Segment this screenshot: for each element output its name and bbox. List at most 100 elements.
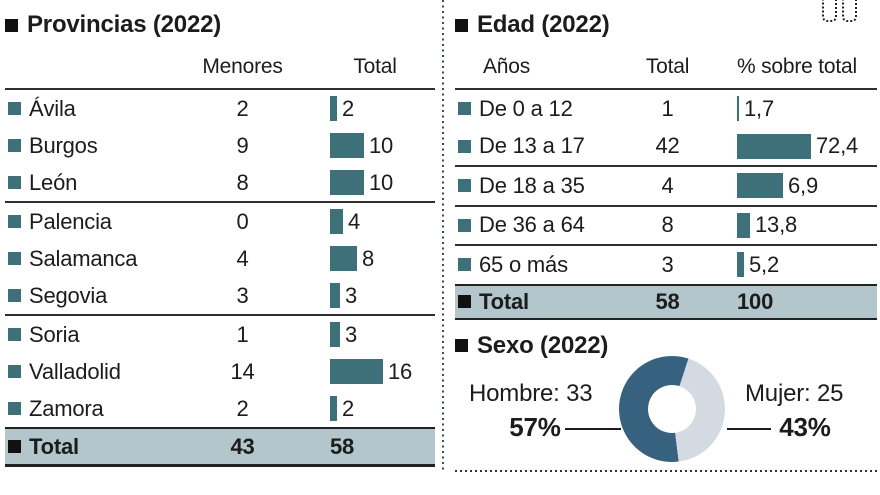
age-range: De 36 a 64 xyxy=(479,212,585,238)
title-square-icon xyxy=(455,18,468,32)
bullet-square-icon xyxy=(458,258,471,272)
province-name: Zamora xyxy=(29,395,104,421)
total-bar xyxy=(330,133,364,158)
province-name: Ávila xyxy=(29,95,76,121)
sex-title-text: Sexo (2022) xyxy=(477,331,609,359)
provinces-table-header: Menores Total xyxy=(5,44,435,90)
table-row-leon: León 8 10 xyxy=(5,164,435,203)
menores-value: 9 xyxy=(236,132,249,158)
pct-value: 13,8 xyxy=(755,212,798,238)
menores-value: 0 xyxy=(236,208,249,234)
table-row-zamora: Zamora 2 2 xyxy=(5,390,435,427)
table-row-age-13-17: De 13 a 17 42 72,4 xyxy=(455,128,877,167)
total-bar xyxy=(330,96,337,121)
total-value: 8 xyxy=(362,245,375,271)
pct-bar xyxy=(737,133,811,159)
age-table-header: Años Total % sobre total xyxy=(455,44,877,90)
total-square-icon xyxy=(8,440,21,453)
table-row-age-0-12: De 0 a 12 1 1,7 xyxy=(455,90,877,128)
province-name: Burgos xyxy=(29,132,98,158)
pct-bar xyxy=(737,96,739,122)
table-row-palencia: Palencia 0 4 xyxy=(5,203,435,240)
bullet-square-icon xyxy=(458,102,471,116)
bottom-dotted-line xyxy=(455,470,877,472)
provinces-title-text: Provincias (2022) xyxy=(27,11,222,38)
col-header-anos: Años xyxy=(483,55,531,78)
total-bar xyxy=(330,209,343,234)
female-percentage: 43% xyxy=(779,411,831,442)
table-row-valladolid: Valladolid 14 16 xyxy=(5,353,435,390)
sex-section: Sexo (2022) Hombre: 33 57% Mujer: 25 43% xyxy=(455,326,877,476)
bullet-square-icon xyxy=(8,176,21,189)
bullet-square-icon xyxy=(8,139,21,152)
total-bar xyxy=(330,246,357,271)
male-percentage: 57% xyxy=(509,411,561,442)
pct-value: 5,2 xyxy=(749,251,779,277)
total-bar xyxy=(330,170,364,195)
age-range: De 18 a 35 xyxy=(479,172,585,198)
total-value: 10 xyxy=(369,132,394,158)
age-total-row: Total 58 100 xyxy=(455,283,877,320)
bullet-square-icon xyxy=(8,252,21,265)
total-value: 3 xyxy=(345,282,358,308)
bullet-square-icon xyxy=(8,328,21,341)
total-value: 2 xyxy=(342,395,355,421)
total-value: 16 xyxy=(388,358,413,384)
age-range: De 13 a 17 xyxy=(479,133,585,159)
table-row-salamanca: Salamanca 4 8 xyxy=(5,240,435,277)
province-name: Palencia xyxy=(29,208,112,234)
age-pct-total: 100 xyxy=(737,288,774,314)
title-square-icon xyxy=(455,339,468,352)
table-row-age-65-plus: 65 o más 3 5,2 xyxy=(455,246,877,284)
menores-value: 4 xyxy=(236,245,249,271)
sex-donut-chart xyxy=(619,355,725,462)
table-row-burgos: Burgos 9 10 xyxy=(5,127,435,164)
col-header-pct: % sobre total xyxy=(737,55,857,78)
age-total-value: 3 xyxy=(661,251,674,277)
age-total-value: 42 xyxy=(655,133,680,159)
total-value: 4 xyxy=(348,208,361,234)
col-header-total: Total xyxy=(353,55,397,78)
bullet-square-icon xyxy=(458,139,471,153)
female-label: Mujer: 25 xyxy=(745,379,844,407)
col-header-total: Total xyxy=(645,55,690,78)
province-name: Valladolid xyxy=(29,358,121,384)
table-row-age-36-64: De 36 a 64 8 13,8 xyxy=(455,207,877,246)
total-value: 2 xyxy=(342,95,355,121)
province-name: Salamanca xyxy=(29,245,138,271)
age-title-text: Edad (2022) xyxy=(477,11,610,38)
total-menores-value: 43 xyxy=(230,433,255,459)
table-row-segovia: Segovia 3 3 xyxy=(5,277,435,316)
total-value: 3 xyxy=(345,321,358,347)
age-total-value: 8 xyxy=(661,212,674,238)
age-total-value: 1 xyxy=(661,95,674,121)
col-header-menores: Menores xyxy=(202,55,283,78)
sex-title: Sexo (2022) xyxy=(455,326,877,362)
province-name: León xyxy=(29,169,78,195)
total-bar xyxy=(330,322,340,347)
province-name: Soria xyxy=(29,321,80,347)
donut-hole xyxy=(648,384,696,433)
panel-divider-dotted-line xyxy=(442,0,444,472)
pct-bar xyxy=(737,212,750,238)
menores-value: 1 xyxy=(236,321,249,347)
age-title: Edad (2022) xyxy=(455,0,877,44)
provinces-panel: Provincias (2022) Menores Total Ávila 2 … xyxy=(5,0,435,467)
provinces-title: Provincias (2022) xyxy=(5,0,435,44)
total-value: 10 xyxy=(369,169,394,195)
pct-bar xyxy=(737,252,744,278)
bullet-square-icon xyxy=(458,218,471,232)
bullet-square-icon xyxy=(8,102,21,115)
total-bar xyxy=(330,396,337,421)
pct-value: 72,4 xyxy=(816,133,859,159)
menores-value: 2 xyxy=(236,95,249,121)
total-label: Total xyxy=(479,288,529,314)
bullet-square-icon xyxy=(8,365,21,378)
age-total-value: 4 xyxy=(661,172,674,198)
bullet-square-icon xyxy=(8,215,21,228)
table-row-soria: Soria 1 3 xyxy=(5,316,435,353)
bullet-square-icon xyxy=(458,179,471,193)
province-name: Segovia xyxy=(29,282,108,308)
total-label: Total xyxy=(29,433,79,459)
